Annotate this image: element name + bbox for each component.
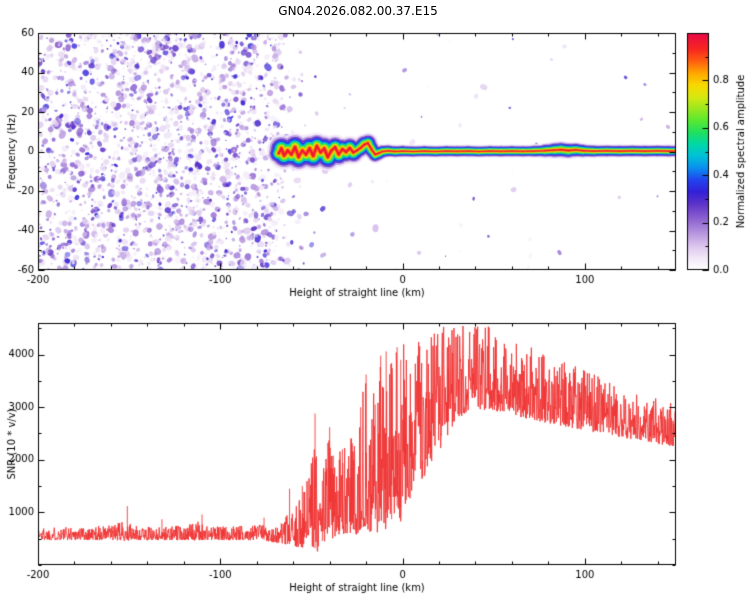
figure: GN04.2026.082.00.37.E15 [0, 0, 750, 600]
figure-canvas [0, 0, 750, 600]
